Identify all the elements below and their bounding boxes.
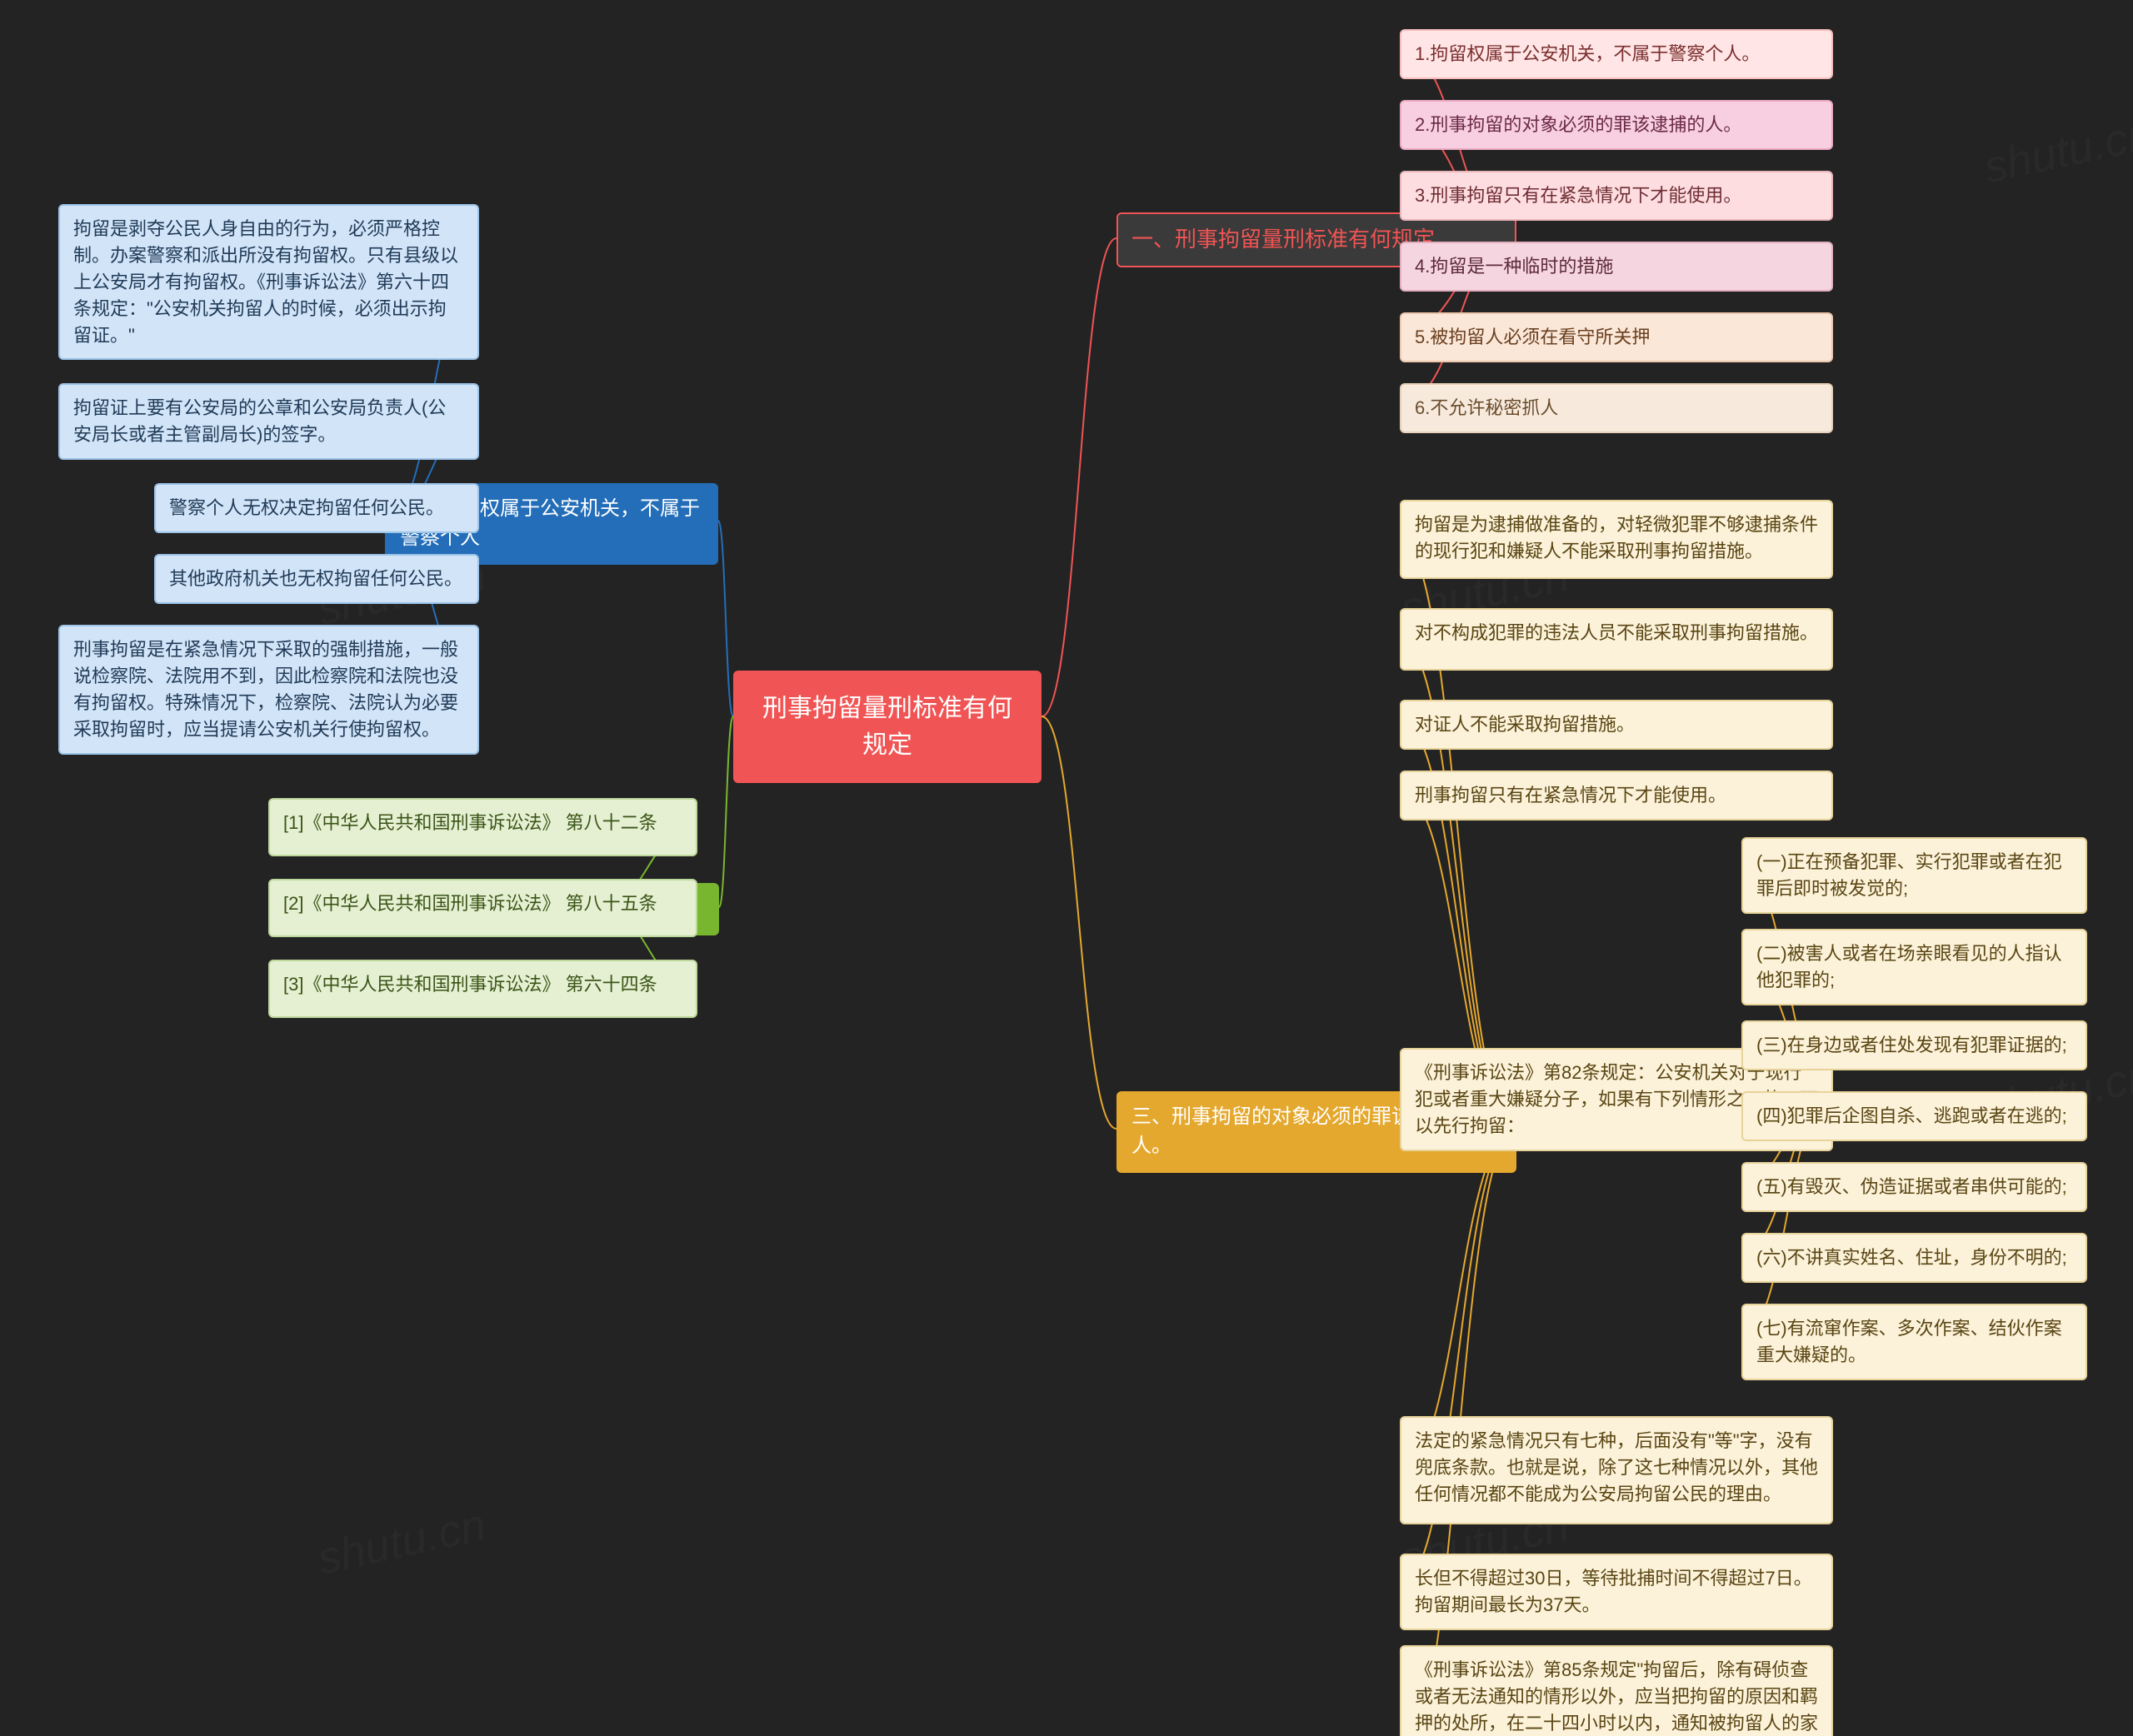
branch-two-child-4: 刑事拘留是在紧急情况下采取的强制措施，一般说检察院、法院用不到，因此检察院和法院… — [58, 625, 479, 755]
branch-one-child-3: 4.拘留是一种临时的措施 — [1400, 242, 1833, 292]
branch-three-child-4-sub-1: (二)被害人或者在场亲眼看见的人指认他犯罪的; — [1741, 929, 2087, 1005]
branch-three-child-4-sub-6: (七)有流窜作案、多次作案、结伙作案重大嫌疑的。 — [1741, 1304, 2087, 1380]
branch-two-child-1: 拘留证上要有公安局的公章和公安局负责人(公安局长或者主管副局长)的签字。 — [58, 383, 479, 460]
branch-three-child-6: 长但不得超过30日，等待批捕时间不得超过7日。拘留期间最长为37天。 — [1400, 1554, 1833, 1630]
branch-three-child-4-sub-2: (三)在身边或者住处发现有犯罪证据的; — [1741, 1020, 2087, 1070]
branch-one-child-1: 2.刑事拘留的对象必须的罪该逮捕的人。 — [1400, 100, 1833, 150]
branch-three-child-3: 刑事拘留只有在紧急情况下才能使用。 — [1400, 771, 1833, 821]
branch-three-child-0: 拘留是为逮捕做准备的，对轻微犯罪不够逮捕条件的现行犯和嫌疑人不能采取刑事拘留措施… — [1400, 500, 1833, 579]
branch-three-child-5: 法定的紧急情况只有七种，后面没有"等"字，没有兜底条款。也就是说，除了这七种情况… — [1400, 1416, 1833, 1524]
branch-three-child-2: 对证人不能采取拘留措施。 — [1400, 700, 1833, 750]
branch-three-child-4-sub-0: (一)正在预备犯罪、实行犯罪或者在犯罪后即时被发觉的; — [1741, 837, 2087, 914]
branch-three-child-7: 《刑事诉讼法》第85条规定"拘留后，除有碍侦查或者无法通知的情形以外，应当把拘留… — [1400, 1645, 1833, 1736]
branch-two-child-2: 警察个人无权决定拘留任何公民。 — [154, 483, 479, 533]
branch-cite-child-2: [3]《中华人民共和国刑事诉讼法》 第六十四条 — [268, 960, 697, 1018]
branch-one-child-2: 3.刑事拘留只有在紧急情况下才能使用。 — [1400, 171, 1833, 221]
watermark: shutu.cn — [1980, 107, 2133, 193]
branch-three-child-4-sub-5: (六)不讲真实姓名、住址，身份不明的; — [1741, 1233, 2087, 1283]
branch-two-child-0: 拘留是剥夺公民人身自由的行为，必须严格控制。办案警察和派出所没有拘留权。只有县级… — [58, 204, 479, 360]
root-node: 刑事拘留量刑标准有何规定 — [733, 671, 1042, 783]
branch-cite-child-0: [1]《中华人民共和国刑事诉讼法》 第八十二条 — [268, 798, 697, 856]
branch-three-child-4-sub-3: (四)犯罪后企图自杀、逃跑或者在逃的; — [1741, 1091, 2087, 1141]
branch-cite-child-1: [2]《中华人民共和国刑事诉讼法》 第八十五条 — [268, 879, 697, 937]
branch-one-child-4: 5.被拘留人必须在看守所关押 — [1400, 312, 1833, 362]
branch-one-child-5: 6.不允许秘密抓人 — [1400, 383, 1833, 433]
branch-one-child-0: 1.拘留权属于公安机关，不属于警察个人。 — [1400, 29, 1833, 79]
watermark: shutu.cn — [313, 1499, 491, 1584]
branch-two-child-3: 其他政府机关也无权拘留任何公民。 — [154, 554, 479, 604]
branch-three-child-1: 对不构成犯罪的违法人员不能采取刑事拘留措施。 — [1400, 608, 1833, 671]
branch-three-child-4-sub-4: (五)有毁灭、伪造证据或者串供可能的; — [1741, 1162, 2087, 1212]
